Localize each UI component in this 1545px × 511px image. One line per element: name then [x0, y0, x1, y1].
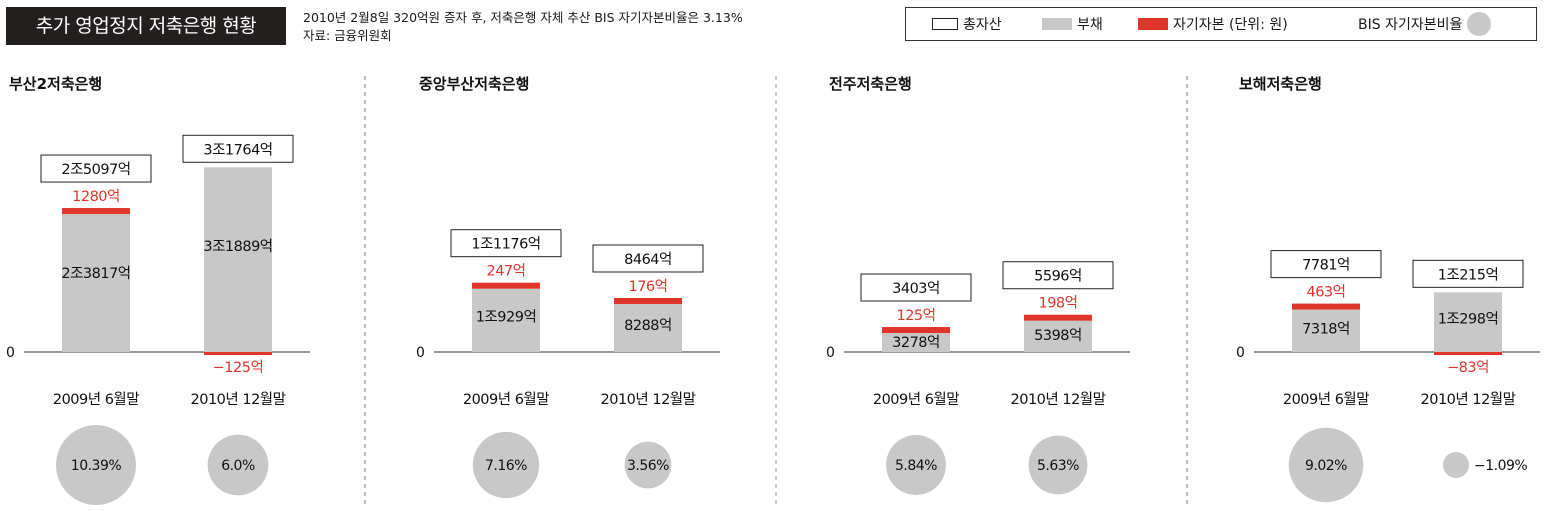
x-tick-label: 2009년 6월말	[1283, 391, 1369, 408]
capital-value-label: 1280억	[72, 188, 120, 205]
legend: 총자산 부채 자기자본 (단위: 원) BIS 자기자본비율	[905, 7, 1537, 41]
legend-label-capital: 자기자본 (단위: 원)	[1173, 17, 1288, 33]
bis-circle	[207, 434, 269, 496]
debt-bar	[62, 214, 130, 352]
bis-value-label: 3.56%	[627, 458, 669, 474]
bis-value-label: 7.16%	[485, 458, 527, 474]
capital-value-label: −125억	[213, 359, 264, 376]
chart-note: 2010년 2월8일 320억원 증자 후, 저축은행 자체 추산 BIS 자기…	[303, 10, 743, 25]
bis-value-label: 5.63%	[1037, 458, 1079, 474]
total-asset-box	[182, 134, 294, 163]
bis-circle	[56, 425, 136, 505]
bis-circle	[624, 441, 672, 489]
legend-label-total: 총자산	[963, 17, 1002, 33]
debt-bar	[882, 333, 950, 352]
y-zero-label: 0	[1236, 345, 1245, 361]
total-asset-box	[1002, 261, 1114, 290]
panel-title: 중앙부산저축은행	[419, 75, 529, 93]
capital-bar	[882, 327, 950, 334]
debt-bar	[1024, 320, 1092, 352]
panel-title: 보해저축은행	[1239, 75, 1322, 93]
bis-value-label: −1.09%	[1474, 458, 1527, 474]
bis-circle	[1443, 452, 1469, 478]
capital-bar	[614, 297, 682, 304]
debt-bar	[204, 167, 272, 352]
total-asset-box	[450, 229, 562, 258]
capital-bar	[204, 352, 272, 355]
x-tick-label: 2010년 12월말	[1011, 391, 1106, 408]
total-asset-label: 8464억	[624, 251, 672, 268]
total-asset-box	[1412, 259, 1524, 288]
x-tick-label: 2010년 12월말	[601, 391, 696, 408]
total-asset-label: 1조1176억	[471, 236, 540, 253]
legend-label-bis: BIS 자기자본비율	[1358, 17, 1463, 33]
bis-value-label: 9.02%	[1305, 458, 1347, 474]
chart-title: 추가 영업정지 저축은행 현황	[6, 7, 286, 45]
legend-swatch-total	[932, 18, 958, 30]
x-tick-label: 2009년 6월말	[53, 391, 139, 408]
debt-bar	[1434, 292, 1502, 352]
legend-swatch-bis	[1467, 12, 1492, 36]
capital-bar	[1434, 352, 1502, 355]
bis-circle	[472, 431, 540, 499]
y-zero-label: 0	[826, 345, 835, 361]
capital-value-label: 463억	[1306, 284, 1345, 301]
capital-bar	[62, 208, 130, 215]
capital-value-label: 125억	[896, 307, 935, 324]
capital-value-label: 198억	[1038, 295, 1077, 312]
total-asset-label: 3403억	[892, 280, 940, 297]
capital-bar	[1292, 303, 1360, 310]
legend-item-bis: BIS 자기자본비율	[1358, 8, 1492, 40]
panel-title: 부산2저축은행	[9, 75, 102, 93]
chart-source: 자료: 금융위원회	[303, 28, 392, 43]
debt-value-label: 1조298억	[1438, 310, 1499, 327]
x-tick-label: 2009년 6월말	[463, 391, 549, 408]
debt-value-label: 7318억	[1302, 320, 1350, 337]
total-asset-label: 1조215억	[1438, 266, 1499, 283]
total-asset-box	[860, 273, 972, 302]
capital-value-label: 247억	[486, 263, 525, 280]
total-asset-label: 2조5097억	[61, 161, 130, 178]
debt-value-label: 2조3817억	[61, 265, 130, 282]
debt-bar	[614, 303, 682, 352]
x-tick-label: 2010년 12월말	[1421, 391, 1516, 408]
total-asset-label: 5596억	[1034, 268, 1082, 285]
legend-swatch-debt	[1042, 18, 1072, 30]
total-asset-label: 3조1764억	[203, 141, 272, 158]
debt-bar	[1292, 309, 1360, 352]
capital-bar	[1024, 314, 1092, 321]
bis-value-label: 5.84%	[895, 458, 937, 474]
debt-value-label: 3278억	[892, 334, 940, 351]
y-zero-label: 0	[6, 345, 15, 361]
total-asset-label: 7781억	[1302, 257, 1350, 274]
legend-item-debt: 부채	[1042, 8, 1103, 40]
debt-value-label: 1조929억	[476, 308, 537, 325]
y-zero-label: 0	[416, 345, 425, 361]
capital-value-label: 176억	[628, 278, 667, 295]
legend-item-total: 총자산	[932, 8, 1002, 40]
bis-circle	[886, 435, 946, 495]
debt-value-label: 3조1889억	[203, 238, 272, 255]
total-asset-box	[592, 244, 704, 273]
debt-bar	[472, 288, 540, 352]
x-tick-label: 2009년 6월말	[873, 391, 959, 408]
legend-swatch-capital	[1138, 18, 1168, 30]
bis-circle	[1288, 427, 1364, 503]
capital-bar	[472, 282, 540, 289]
bis-value-label: 10.39%	[71, 458, 122, 474]
panel-title: 전주저축은행	[829, 75, 912, 93]
bis-value-label: 6.0%	[221, 458, 255, 474]
bis-circle	[1028, 435, 1088, 495]
total-asset-box	[1270, 250, 1382, 279]
total-asset-box	[40, 154, 152, 183]
legend-item-capital: 자기자본 (단위: 원)	[1138, 8, 1288, 40]
x-tick-label: 2010년 12월말	[191, 391, 286, 408]
legend-label-debt: 부채	[1077, 17, 1103, 33]
debt-value-label: 8288억	[624, 317, 672, 334]
debt-value-label: 5398억	[1034, 327, 1082, 344]
capital-value-label: −83억	[1447, 359, 1489, 376]
